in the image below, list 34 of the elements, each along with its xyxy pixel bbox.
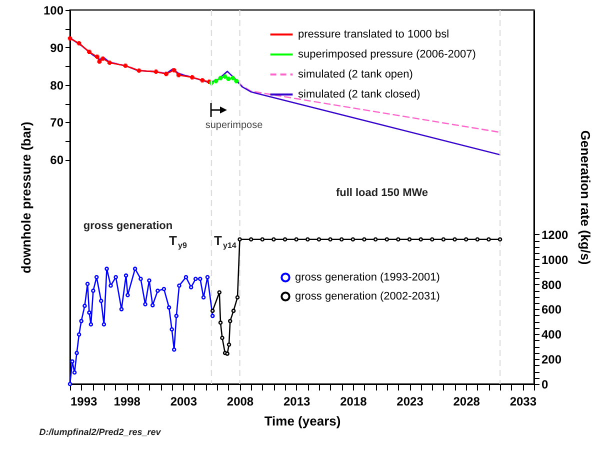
y2-tick-label: 200	[542, 352, 562, 367]
x-axis-title: Time (years)	[264, 414, 341, 428]
legend-label: simulated (2 tank closed)	[298, 88, 420, 100]
y-tick-label: 90	[50, 40, 64, 55]
annotation: gross generation	[83, 220, 173, 232]
text: D:/lumpfinal2/Pred2_res_rev	[39, 427, 162, 437]
legend-label: gross generation (2002-2031)	[295, 290, 440, 302]
y2-tick-label: 1200	[542, 228, 569, 242]
y2-tick-label: 1000	[542, 252, 569, 267]
legend-label: simulated (2 tank open)	[298, 68, 413, 80]
x-tick-label: 1993	[70, 394, 98, 408]
legend-label: pressure translated to 1000 bsl	[298, 28, 450, 40]
x-tick-label: 2003	[170, 394, 198, 408]
annotation: full load 150 MWe	[336, 187, 428, 199]
y2-tick-label: 400	[542, 328, 562, 342]
y2-axis-title: Generation rate (kg/s)	[578, 130, 594, 265]
x-tick-label: 2008	[226, 394, 254, 408]
y-tick-label: 70	[50, 116, 64, 130]
y2-tick-label: 800	[542, 278, 562, 292]
legend-label: superimposed pressure (2006-2007)	[298, 48, 476, 60]
y-tick-label: 80	[50, 78, 64, 92]
annotation: superimpose	[205, 120, 264, 131]
y-tick-label: 60	[50, 153, 64, 168]
y-tick-label: 100	[43, 4, 64, 18]
x-tick-label: 2018	[340, 394, 368, 408]
y2-tick-label: 0	[542, 378, 548, 392]
x-tick-label: 2028	[453, 394, 480, 408]
x-tick-label: 2033	[510, 394, 537, 408]
x-tick-label: 1998	[114, 394, 141, 408]
legend-label: gross generation (1993-2001)	[295, 272, 440, 284]
y-axis-title: downhole pressure (bar)	[18, 122, 34, 274]
y2-tick-label: 600	[542, 302, 562, 317]
x-tick-label: 2023	[396, 394, 424, 408]
x-tick-label: 2013	[283, 394, 311, 408]
